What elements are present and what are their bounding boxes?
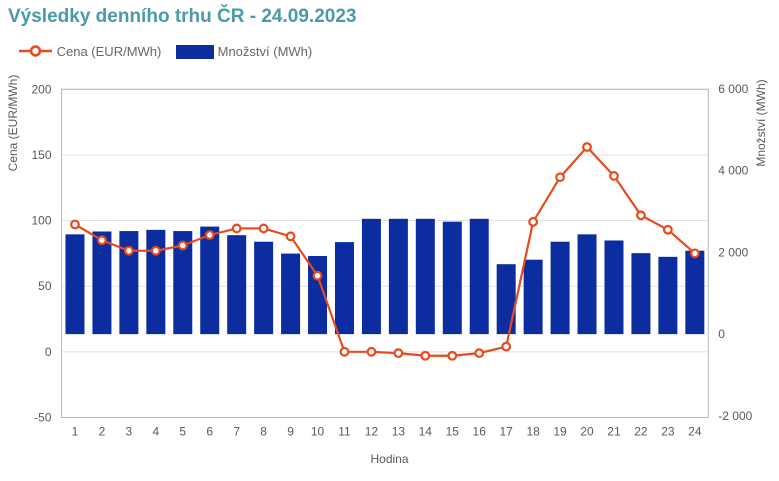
svg-text:1: 1 xyxy=(72,424,79,438)
svg-text:21: 21 xyxy=(607,424,621,438)
svg-text:200: 200 xyxy=(31,82,51,96)
svg-text:7: 7 xyxy=(233,424,240,438)
svg-text:6: 6 xyxy=(206,424,213,438)
svg-text:2 000: 2 000 xyxy=(718,245,748,259)
svg-text:23: 23 xyxy=(661,424,675,438)
svg-text:6 000: 6 000 xyxy=(718,82,748,96)
svg-text:11: 11 xyxy=(338,424,351,438)
svg-text:8: 8 xyxy=(260,424,267,438)
svg-text:10: 10 xyxy=(311,424,325,438)
svg-text:14: 14 xyxy=(419,424,433,438)
svg-text:18: 18 xyxy=(526,424,540,438)
svg-text:50: 50 xyxy=(38,279,52,293)
svg-text:2: 2 xyxy=(99,424,106,438)
svg-text:100: 100 xyxy=(31,214,51,228)
svg-text:17: 17 xyxy=(500,424,514,438)
svg-text:4 000: 4 000 xyxy=(718,164,748,178)
svg-text:-2 000: -2 000 xyxy=(718,409,752,423)
svg-text:24: 24 xyxy=(688,424,702,438)
svg-text:20: 20 xyxy=(580,424,594,438)
svg-text:15: 15 xyxy=(446,424,460,438)
svg-text:5: 5 xyxy=(179,424,186,438)
svg-text:12: 12 xyxy=(365,424,379,438)
svg-text:-50: -50 xyxy=(34,410,52,424)
svg-text:3: 3 xyxy=(126,424,133,438)
svg-text:16: 16 xyxy=(473,424,487,438)
svg-text:0: 0 xyxy=(45,345,52,359)
svg-text:4: 4 xyxy=(152,424,159,438)
svg-text:19: 19 xyxy=(553,424,567,438)
svg-text:0: 0 xyxy=(718,327,725,341)
svg-text:13: 13 xyxy=(392,424,406,438)
svg-text:9: 9 xyxy=(287,424,294,438)
svg-text:150: 150 xyxy=(31,148,51,162)
svg-text:22: 22 xyxy=(634,424,648,438)
